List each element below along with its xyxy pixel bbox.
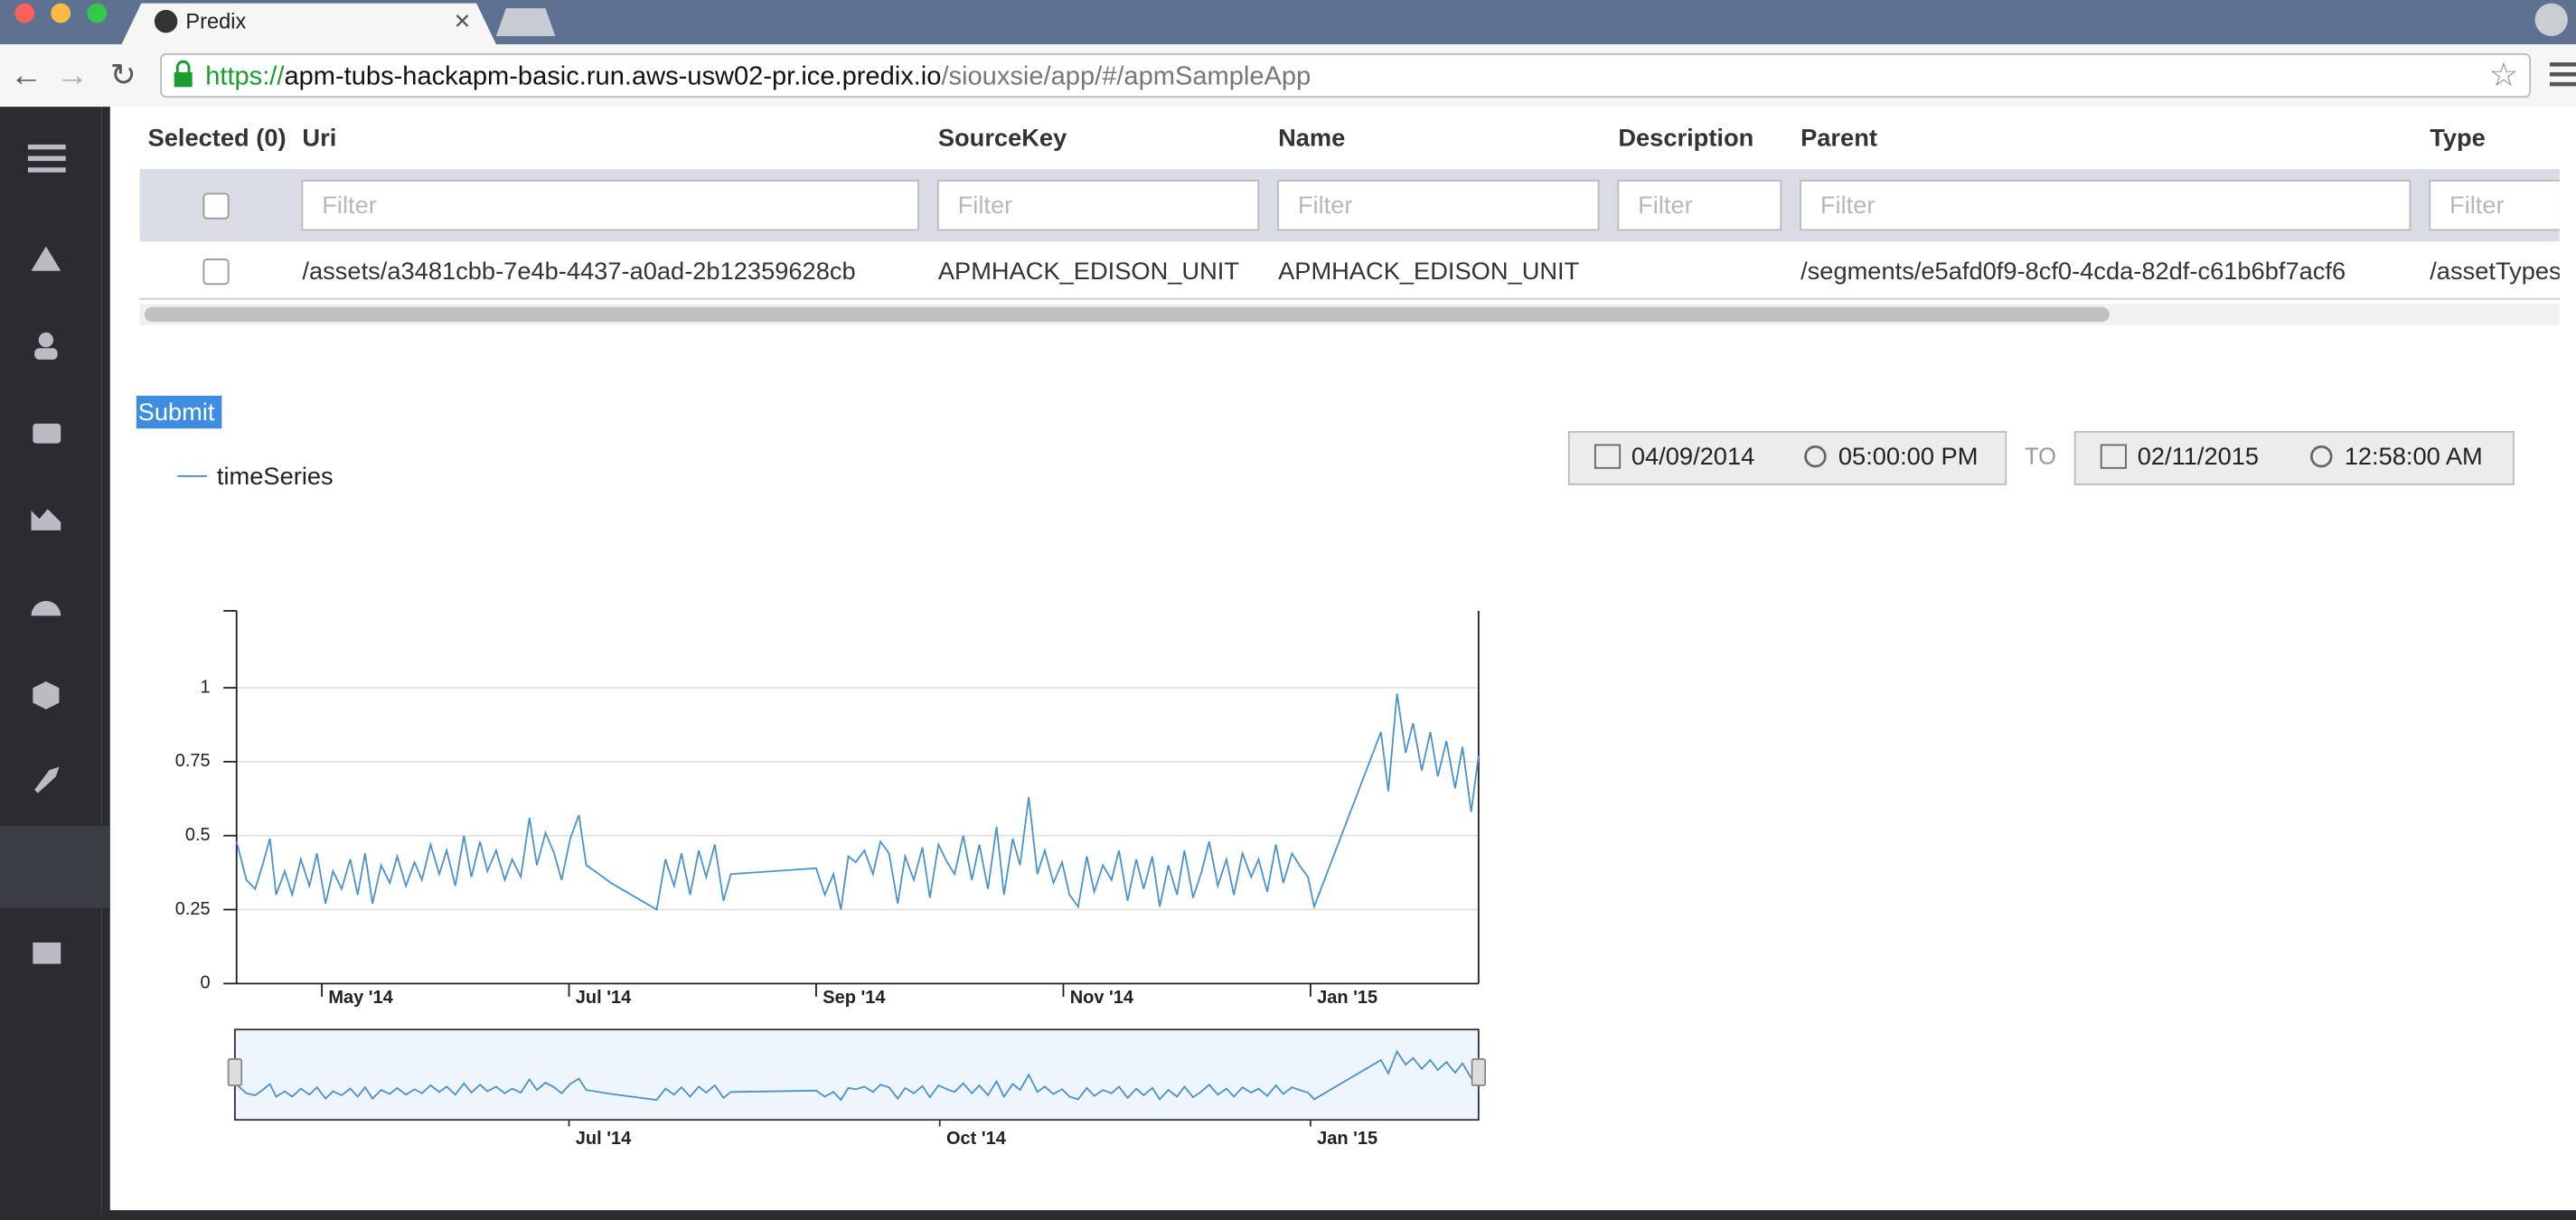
x-tick-label: Jul '14 — [576, 988, 631, 1008]
active-tab[interactable] — [121, 3, 496, 45]
bottom-bar — [101, 1210, 2576, 1220]
lock-shackle — [175, 60, 191, 72]
filter-input[interactable] — [2429, 179, 2576, 231]
to-time[interactable]: 12:58:00 AM — [2345, 442, 2483, 470]
forward-button[interactable]: → — [56, 56, 89, 93]
filter-input[interactable] — [1277, 179, 1600, 231]
nav-user-icon[interactable] — [34, 332, 58, 360]
y-tick-label: 0 — [201, 973, 211, 993]
y-tick-label: 0.75 — [175, 751, 211, 771]
to-date[interactable]: 02/11/2015 — [2138, 442, 2259, 470]
column-header[interactable]: Parent — [1800, 124, 1877, 152]
filter-placeholder: Filter — [1638, 191, 1693, 219]
nav-alerts-icon[interactable] — [31, 246, 61, 271]
series-line — [235, 693, 1480, 911]
navigator-handle[interactable] — [227, 1058, 243, 1086]
clock-icon — [2310, 445, 2333, 468]
profile-icon[interactable] — [2534, 3, 2568, 36]
minimize-button[interactable] — [51, 3, 71, 23]
nav-rocket-icon[interactable] — [34, 766, 60, 793]
back-button[interactable]: ← — [10, 56, 42, 93]
column-header[interactable]: Type — [2430, 124, 2486, 152]
y-tick-label: 1 — [201, 677, 211, 697]
new-tab[interactable] — [495, 8, 556, 36]
filter-placeholder: Filter — [1820, 191, 1876, 219]
url: https://apm-tubs-hackapm-basic.run.aws-u… — [205, 61, 1311, 90]
x-tick-label: Jan '15 — [1317, 988, 1377, 1008]
column-header[interactable]: Description — [1618, 124, 1753, 152]
select-all-checkbox[interactable] — [202, 192, 230, 220]
menu-icon[interactable] — [2549, 62, 2576, 87]
cell-parent: /segments/e5afd0f9-8cf0-4cda-82df-c61b6b… — [1800, 257, 2346, 285]
nav-analytics-icon[interactable] — [31, 509, 61, 530]
navigator-tick-label: Oct '14 — [946, 1129, 1006, 1149]
close-button[interactable] — [14, 3, 35, 23]
zoom-button[interactable] — [87, 3, 108, 23]
from-date[interactable]: 04/09/2014 — [1631, 442, 1754, 470]
submit-highlight — [136, 395, 222, 429]
calendar-icon — [1594, 444, 1622, 469]
x-tick-label: May '14 — [328, 988, 392, 1008]
filter-placeholder: Filter — [322, 191, 377, 219]
cell-source-key: APMHACK_EDISON_UNIT — [938, 257, 1240, 285]
cell-name: APMHACK_EDISON_UNIT — [1278, 257, 1580, 285]
column-header[interactable]: Name — [1278, 124, 1345, 152]
lock-icon — [174, 71, 193, 88]
x-tick-label: Sep '14 — [823, 988, 885, 1008]
address-bar[interactable] — [160, 53, 2532, 99]
bookmark-star[interactable]: ☆ — [2489, 56, 2519, 93]
from-picker[interactable] — [1567, 430, 2007, 485]
cell-type: /assetTypes — [2430, 257, 2561, 285]
nav-assets-icon[interactable] — [33, 423, 61, 444]
column-header: Selected (0) — [148, 124, 287, 152]
x-tick-label: Nov '14 — [1070, 988, 1133, 1008]
navigator-line — [236, 1049, 1480, 1102]
filter-input[interactable] — [301, 179, 919, 231]
filter-placeholder: Filter — [958, 191, 1013, 219]
nav-menu-icon[interactable] — [27, 144, 66, 173]
row-checkbox[interactable] — [202, 258, 230, 286]
y-tick-label: 0.25 — [175, 899, 211, 919]
filter-placeholder: Filter — [1298, 191, 1353, 219]
tab-favicon — [154, 9, 178, 33]
sidebar-selected[interactable] — [0, 825, 110, 908]
navigator[interactable] — [234, 1028, 1480, 1121]
nav-table-icon[interactable] — [33, 942, 61, 964]
reload-button[interactable]: ↻ — [110, 59, 136, 93]
time-series-chart: timeSeries 0 0.25 0.5 0.75 1 May '14 Jul '14 Sep… — [175, 462, 1487, 1149]
navigator-tick-label: Jan '15 — [1317, 1129, 1377, 1149]
to-picker[interactable] — [2073, 430, 2515, 485]
calendar-icon — [2100, 444, 2127, 469]
nav-dashboard-icon[interactable] — [31, 601, 61, 616]
y-tick-label: 0.5 — [185, 825, 211, 845]
nav-cube-icon[interactable] — [33, 681, 60, 709]
scroll-thumb[interactable] — [144, 306, 2110, 323]
navigator-tick-label: Jul '14 — [576, 1129, 631, 1149]
column-header[interactable]: Uri — [302, 124, 336, 152]
url-scheme: https:// — [205, 61, 285, 90]
sidebar-edge — [101, 107, 110, 1220]
filter-placeholder: Filter — [2449, 191, 2505, 219]
navigator-handle[interactable] — [1471, 1058, 1487, 1086]
url-path: /siouxsie/app/#/apmSampleApp — [941, 61, 1311, 90]
submit-button[interactable]: Submit — [138, 398, 215, 426]
sidebar — [0, 107, 102, 1220]
tab-title: Predix — [185, 11, 246, 34]
range-separator: TO — [2025, 445, 2056, 470]
tab-close-icon[interactable]: ✕ — [454, 11, 472, 34]
filter-input[interactable] — [936, 179, 1260, 231]
legend-label: timeSeries — [217, 462, 334, 490]
cell-uri: /assets/a3481cbb-7e4b-4437-a0ad-2b123596… — [302, 257, 855, 285]
column-header[interactable]: SourceKey — [938, 124, 1067, 152]
url-host: apm-tubs-hackapm-basic.run.aws-usw02-pr.… — [284, 61, 941, 90]
from-time[interactable]: 05:00:00 PM — [1838, 442, 1979, 470]
filter-input[interactable] — [1617, 179, 1782, 231]
asset-table: Selected (0) Uri SourceKey Name Descript… — [139, 124, 2576, 325]
filter-input[interactable] — [1800, 179, 2411, 231]
clock-icon — [1804, 445, 1827, 468]
